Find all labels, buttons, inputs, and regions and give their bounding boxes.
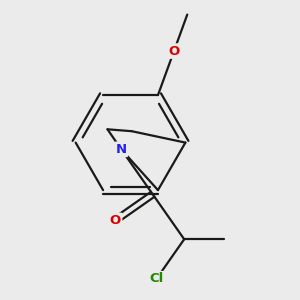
Text: Cl: Cl (149, 272, 164, 285)
Text: N: N (116, 143, 127, 156)
Text: O: O (168, 45, 180, 58)
Text: O: O (110, 214, 121, 227)
